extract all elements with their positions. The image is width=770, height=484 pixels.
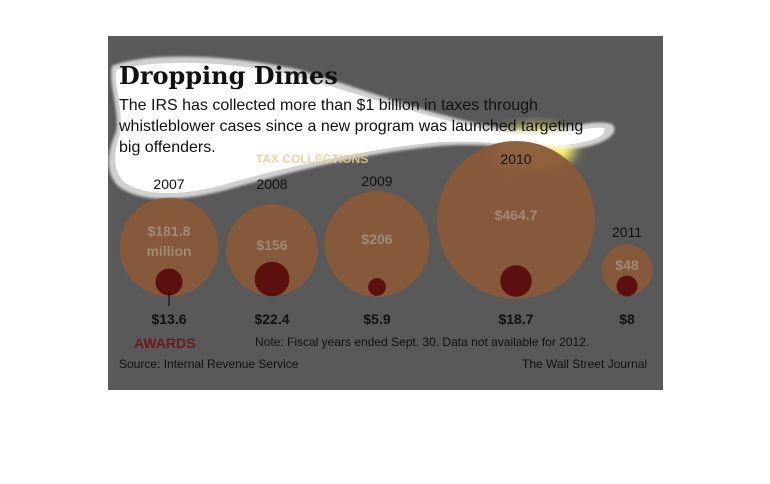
chart-source: Source: Internal Revenue Service	[119, 357, 299, 371]
collection-bubble-2010	[437, 141, 595, 299]
year-label-2011: 2011	[612, 224, 642, 240]
collection-value-label-2010: $464.7	[495, 207, 538, 223]
year-label-2009: 2009	[361, 173, 392, 189]
award-bubble-2008	[254, 261, 290, 297]
award-bubble-2010	[500, 265, 532, 297]
collection-value-label-2007: $181.8	[148, 223, 191, 239]
year-label-2008: 2008	[256, 176, 287, 192]
collection-value-label-2008: $156	[256, 237, 287, 253]
collection-bubble-2008	[226, 204, 318, 296]
chart-subtitle-line-2: whistleblower cases since a new program …	[118, 118, 583, 135]
collection-bubble-2011	[601, 244, 653, 296]
award-bubble-2009	[368, 278, 386, 296]
award-bubble-2011	[616, 275, 638, 297]
legend-awards: AWARDS	[134, 335, 195, 351]
collection-bubble-2009	[324, 191, 430, 297]
chart-note: Note: Fiscal years ended Sept. 30. Data …	[255, 335, 589, 349]
award-value-label-2007: $13.6	[151, 311, 186, 327]
year-label-2010: 2010	[500, 151, 531, 167]
year-label-2007: 2007	[153, 176, 184, 192]
award-value-label-2009: $5.9	[363, 311, 390, 327]
collection-value-label-2011: $48	[615, 257, 639, 273]
award-value-label-2011: $8	[619, 311, 635, 327]
legend-tax-collections: TAX COLLECTIONS	[256, 152, 368, 166]
chart-subtitle-line-1: The IRS has collected more than $1 billi…	[119, 97, 538, 114]
highlight-cloud-inner	[115, 62, 605, 194]
chart-credit: The Wall Street Journal	[522, 357, 647, 371]
chart-title: Dropping Dimes	[119, 61, 338, 90]
award-value-label-2010: $18.7	[498, 311, 533, 327]
award-value-label-2008: $22.4	[254, 311, 289, 327]
collection-bubble-2007	[119, 197, 219, 297]
chart-subtitle-line-3: big offenders.	[119, 139, 216, 156]
collection-value-label-2009: $206	[361, 231, 392, 247]
bubble-marks: $181.8 million 2007 $13.6 $156 2008 $22.4 $206 2…	[119, 141, 653, 327]
collection-unit-label: million	[146, 243, 191, 259]
award-bubble-2007	[155, 268, 183, 296]
